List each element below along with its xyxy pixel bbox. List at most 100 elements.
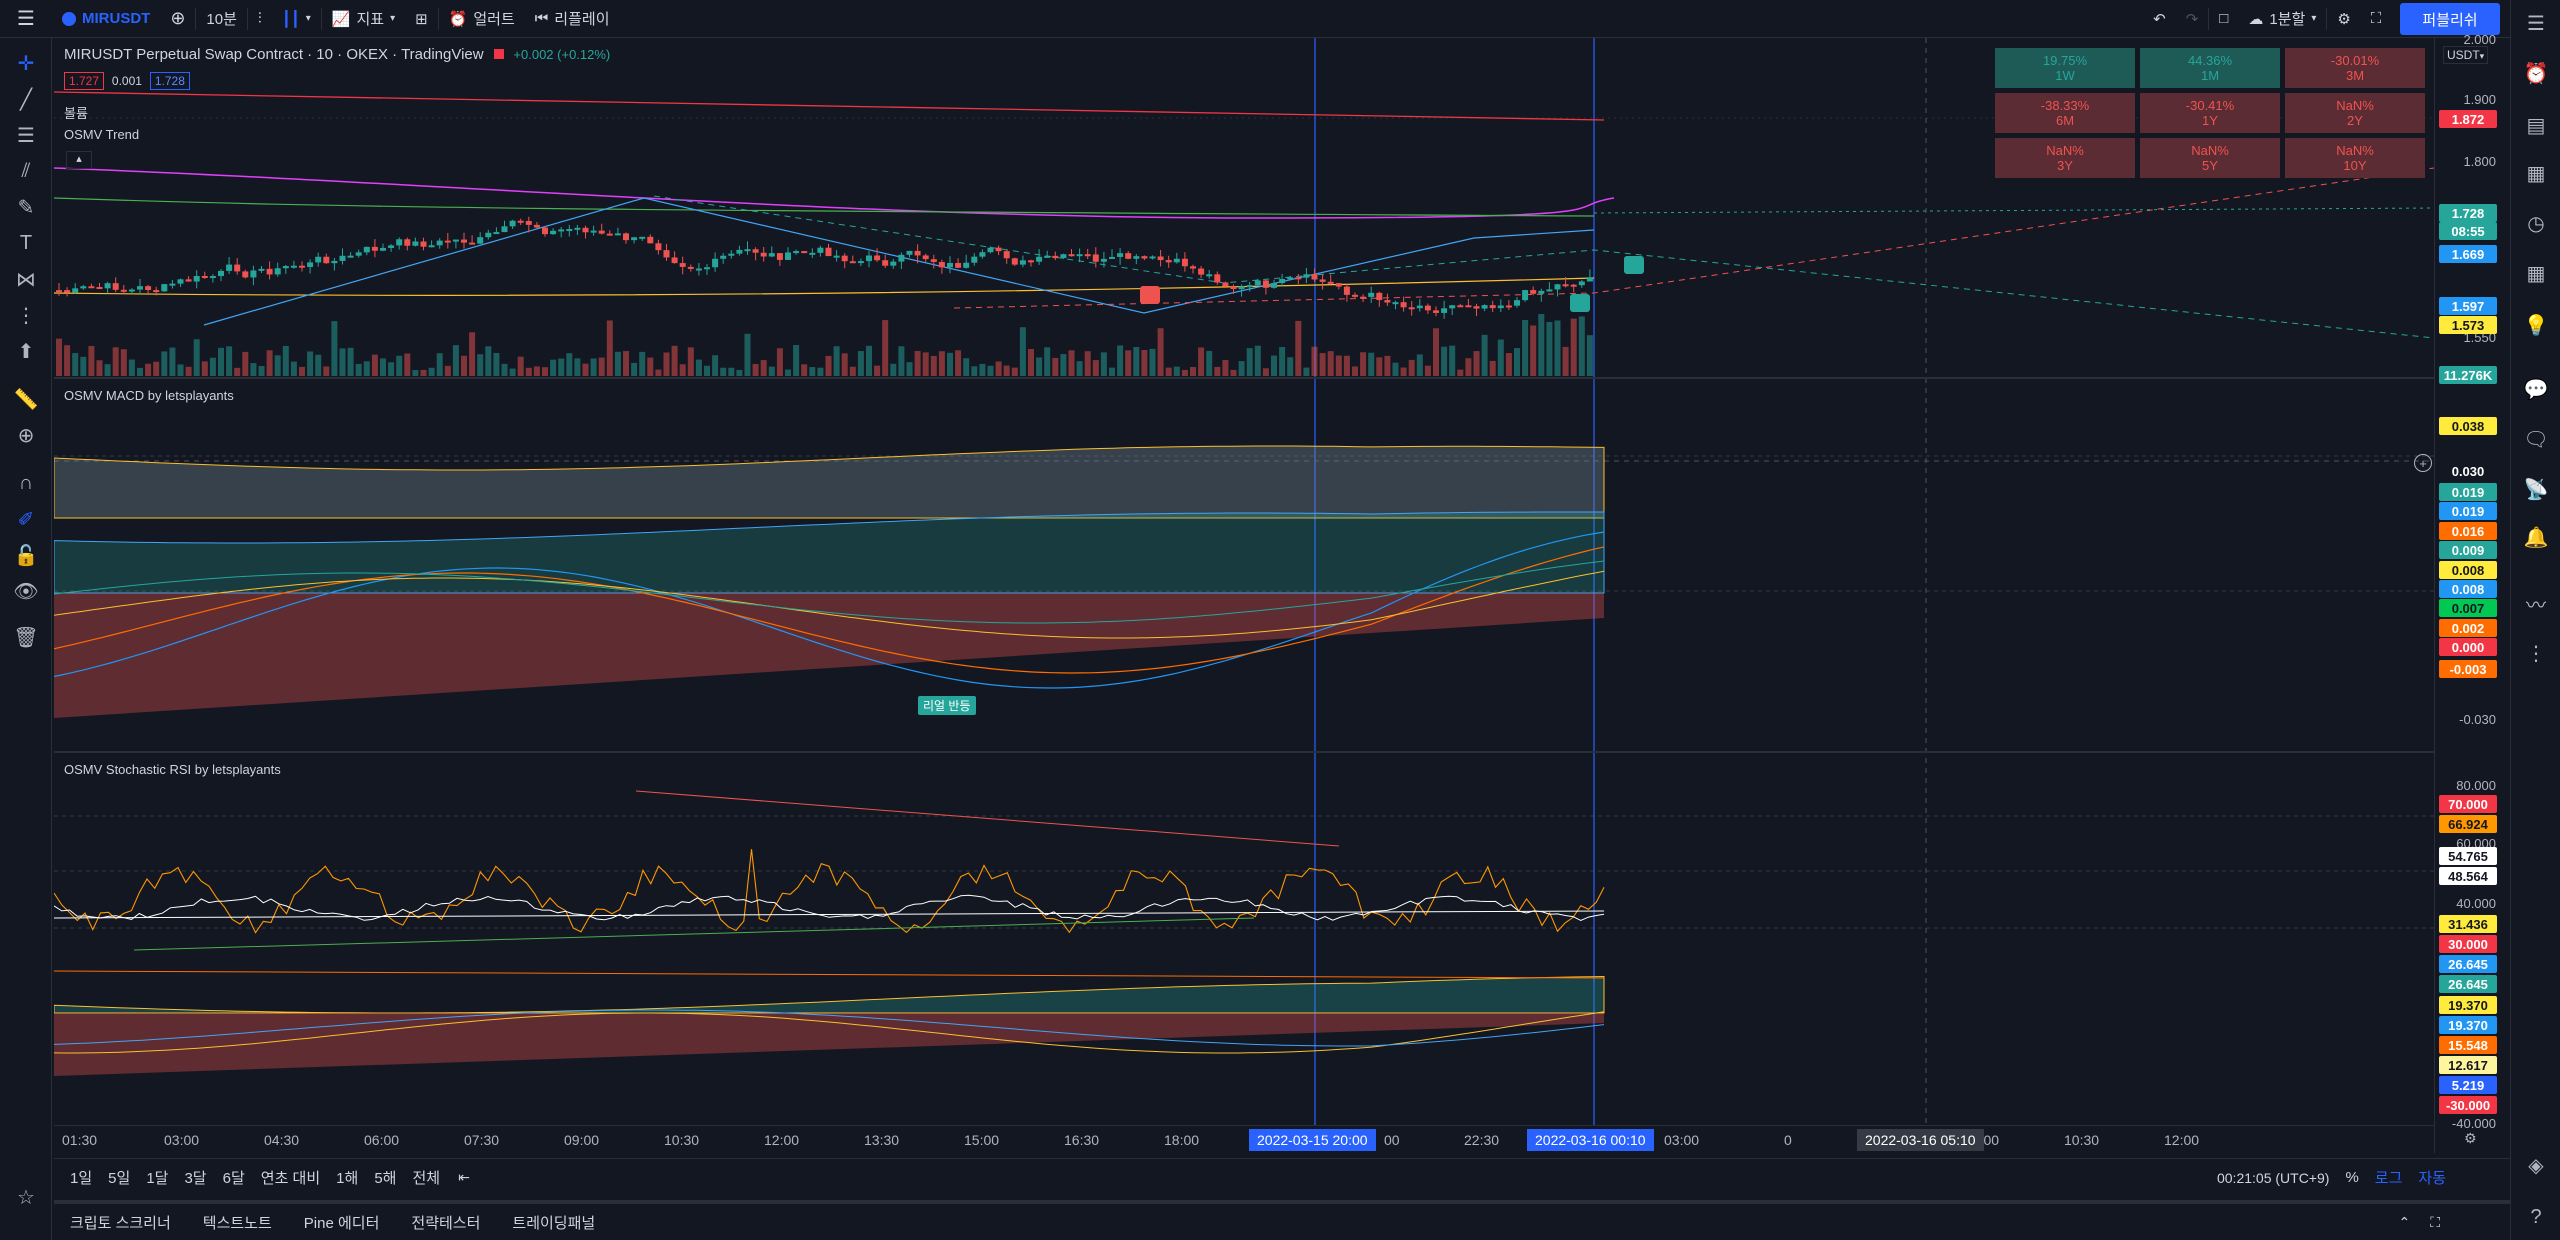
tree-icon[interactable]: ⋮ [2526, 642, 2546, 665]
draw-mode-icon[interactable]: ✐ [17, 508, 35, 531]
crosshair-plus-button[interactable]: + [2414, 454, 2432, 472]
price-axis[interactable]: USDT▾ 2.000 1.900 1.800 1.550 1.872 1.728 08:… [2434, 32, 2510, 1153]
footer-tab[interactable]: 전략테스터 [411, 1214, 481, 1232]
alerts-icon[interactable]: ⏰ [2523, 62, 2549, 85]
candle-style-button[interactable]: ┃┃ ▾ [272, 0, 321, 38]
clock-icon[interactable]: ◷ [2527, 212, 2545, 235]
chat-icon[interactable]: 💬 [2523, 378, 2549, 401]
text-icon[interactable]: T [19, 231, 33, 254]
footer-tab[interactable]: Pine 에디터 [303, 1214, 380, 1232]
price-axis-tag: 31.436 [2439, 915, 2497, 933]
collapse-legend-button[interactable]: ▴ [66, 151, 92, 169]
bid-price[interactable]: 1.727 [64, 72, 105, 90]
volume-bar [695, 359, 702, 376]
range-button[interactable]: 전체 [412, 1170, 441, 1187]
ideas-icon[interactable]: 〰 [2526, 594, 2546, 617]
time-axis[interactable]: 01:30 03:00 04:30 06:00 07:30 09:00 10:30 12:00… [54, 1125, 2434, 1153]
templates-button[interactable]: ⊞ [405, 0, 438, 38]
axis-settings-button[interactable]: ⚙ [2464, 1130, 2477, 1147]
calendar-icon[interactable]: ▦ [2526, 162, 2546, 185]
bulb-icon[interactable]: 💡 [2523, 314, 2549, 337]
collapse-panel-button[interactable]: ⌃ [2388, 1214, 2420, 1231]
ask-price[interactable]: 1.728 [149, 72, 190, 90]
candle-body [509, 220, 516, 227]
goto-date-button[interactable]: ⇤ [448, 1169, 480, 1186]
horizontal-lines-icon[interactable]: ☰ [17, 124, 35, 147]
brush-icon[interactable]: ✎ [17, 196, 35, 219]
bar-style-button[interactable]: ⫶ [248, 0, 272, 38]
undo-button[interactable]: ↶ [2143, 0, 2176, 38]
redo-button[interactable]: ↷ [2176, 0, 2209, 38]
layout-single-button[interactable]: □ [2209, 0, 2238, 38]
footer-tab[interactable]: 트레이딩패널 [512, 1214, 596, 1232]
time-axis-label: 10:30 [664, 1132, 700, 1148]
layout-button[interactable]: ☁ 1분할 ▾ [2238, 0, 2326, 38]
stoch-legend[interactable]: OSMV Stochastic RSI by letsplayants [64, 762, 281, 777]
star-icon[interactable]: ☆ [17, 1186, 35, 1209]
arrow-up-icon[interactable]: ⬆ [17, 340, 35, 363]
publish-button[interactable]: 퍼블리쉬 [2400, 3, 2500, 35]
range-button[interactable]: 5해 [374, 1170, 397, 1187]
footer-tab[interactable]: 텍스트노트 [202, 1214, 272, 1232]
layers-icon[interactable]: ◈ [2528, 1154, 2544, 1177]
trend-line-icon[interactable]: ╱ [19, 88, 33, 111]
range-button[interactable]: 연초 대비 [260, 1170, 321, 1187]
news-icon[interactable]: ▤ [2526, 114, 2546, 137]
chat2-icon[interactable]: 🗨 [2523, 428, 2549, 451]
eye-icon[interactable]: 👁 [13, 580, 39, 603]
volume-bar [582, 363, 589, 376]
interval-button[interactable]: 10분 [206, 11, 237, 28]
channel-icon[interactable]: ⫽ [21, 159, 31, 182]
indicators-button[interactable]: 📈 지표 ▾ [322, 0, 405, 38]
range-button[interactable]: 6달 [222, 1170, 245, 1187]
pane-separator[interactable] [54, 377, 2434, 379]
trash-icon[interactable]: 🗑 [13, 626, 39, 649]
volume-bar [209, 357, 216, 376]
auto-toggle[interactable]: 자동 [2418, 1170, 2446, 1187]
performance-table: 19.75% 1W 44.36% 1M -30.01% 3M -38.33% 6M -30.41… [1995, 48, 2425, 178]
symbol-search[interactable]: MIRUSDT [52, 0, 160, 38]
replay-button[interactable]: ⏮ 리플레이 [525, 0, 620, 38]
chart-area[interactable] [54, 38, 2434, 1153]
zoom-icon[interactable]: ⊕ [17, 424, 35, 447]
volume-bar [1465, 358, 1472, 376]
lock-icon[interactable]: 🔓 [13, 544, 39, 567]
stream-icon[interactable]: 📡 [2523, 478, 2549, 501]
crosshair-icon[interactable]: ✛ [17, 52, 35, 75]
magnet-icon[interactable]: ∩ [18, 471, 34, 494]
footer-tab[interactable]: 크립토 스크리너 [70, 1214, 171, 1232]
range-button[interactable]: 1해 [336, 1170, 359, 1187]
settings-button[interactable]: ⚙ [2327, 0, 2360, 38]
range-button[interactable]: 1달 [146, 1170, 169, 1187]
bell-icon[interactable]: 🔔 [2523, 526, 2549, 549]
volume-bar [979, 363, 986, 376]
timezone-clock[interactable]: 00:21:05 (UTC+9) [2216, 1169, 2330, 1186]
compare-button[interactable]: ⊕ [160, 0, 195, 38]
volume-legend[interactable]: 볼륨 [64, 106, 88, 121]
currency-selector[interactable]: USDT▾ [2443, 46, 2489, 64]
pane-separator[interactable] [54, 751, 2434, 753]
forecast-icon[interactable]: ⋮ [16, 304, 36, 327]
pattern-icon[interactable]: ⋈ [16, 268, 36, 291]
watchlist-icon[interactable]: ☰ [2527, 12, 2545, 35]
help-icon[interactable]: ? [2530, 1205, 2542, 1228]
log-toggle[interactable]: 로그 [2374, 1170, 2403, 1187]
range-button[interactable]: 1일 [70, 1170, 93, 1187]
volume-bar [323, 366, 330, 376]
maximize-panel-button[interactable]: ⛶ [2420, 1214, 2510, 1231]
trend-legend[interactable]: OSMV Trend [64, 127, 140, 142]
range-button[interactable]: 5일 [108, 1170, 131, 1187]
macd-legend[interactable]: OSMV MACD by letsplayants [64, 388, 234, 403]
alert-button[interactable]: ⏰ 얼러트 [439, 0, 525, 38]
menu-button[interactable]: ☰ [0, 0, 52, 38]
fullscreen-button[interactable]: ⛶ [2361, 0, 2392, 38]
range-button[interactable]: 3달 [184, 1170, 207, 1187]
percent-toggle[interactable]: % [2345, 1169, 2359, 1186]
candle-body [1416, 305, 1423, 309]
price-axis-tag: 0.030 [2439, 462, 2497, 480]
volume-bar [1206, 350, 1213, 376]
chart-canvas[interactable] [54, 38, 2434, 1125]
candle-body [1165, 260, 1172, 263]
table-icon[interactable]: ▦ [2526, 262, 2546, 285]
ruler-icon[interactable]: 📏 [13, 388, 39, 411]
